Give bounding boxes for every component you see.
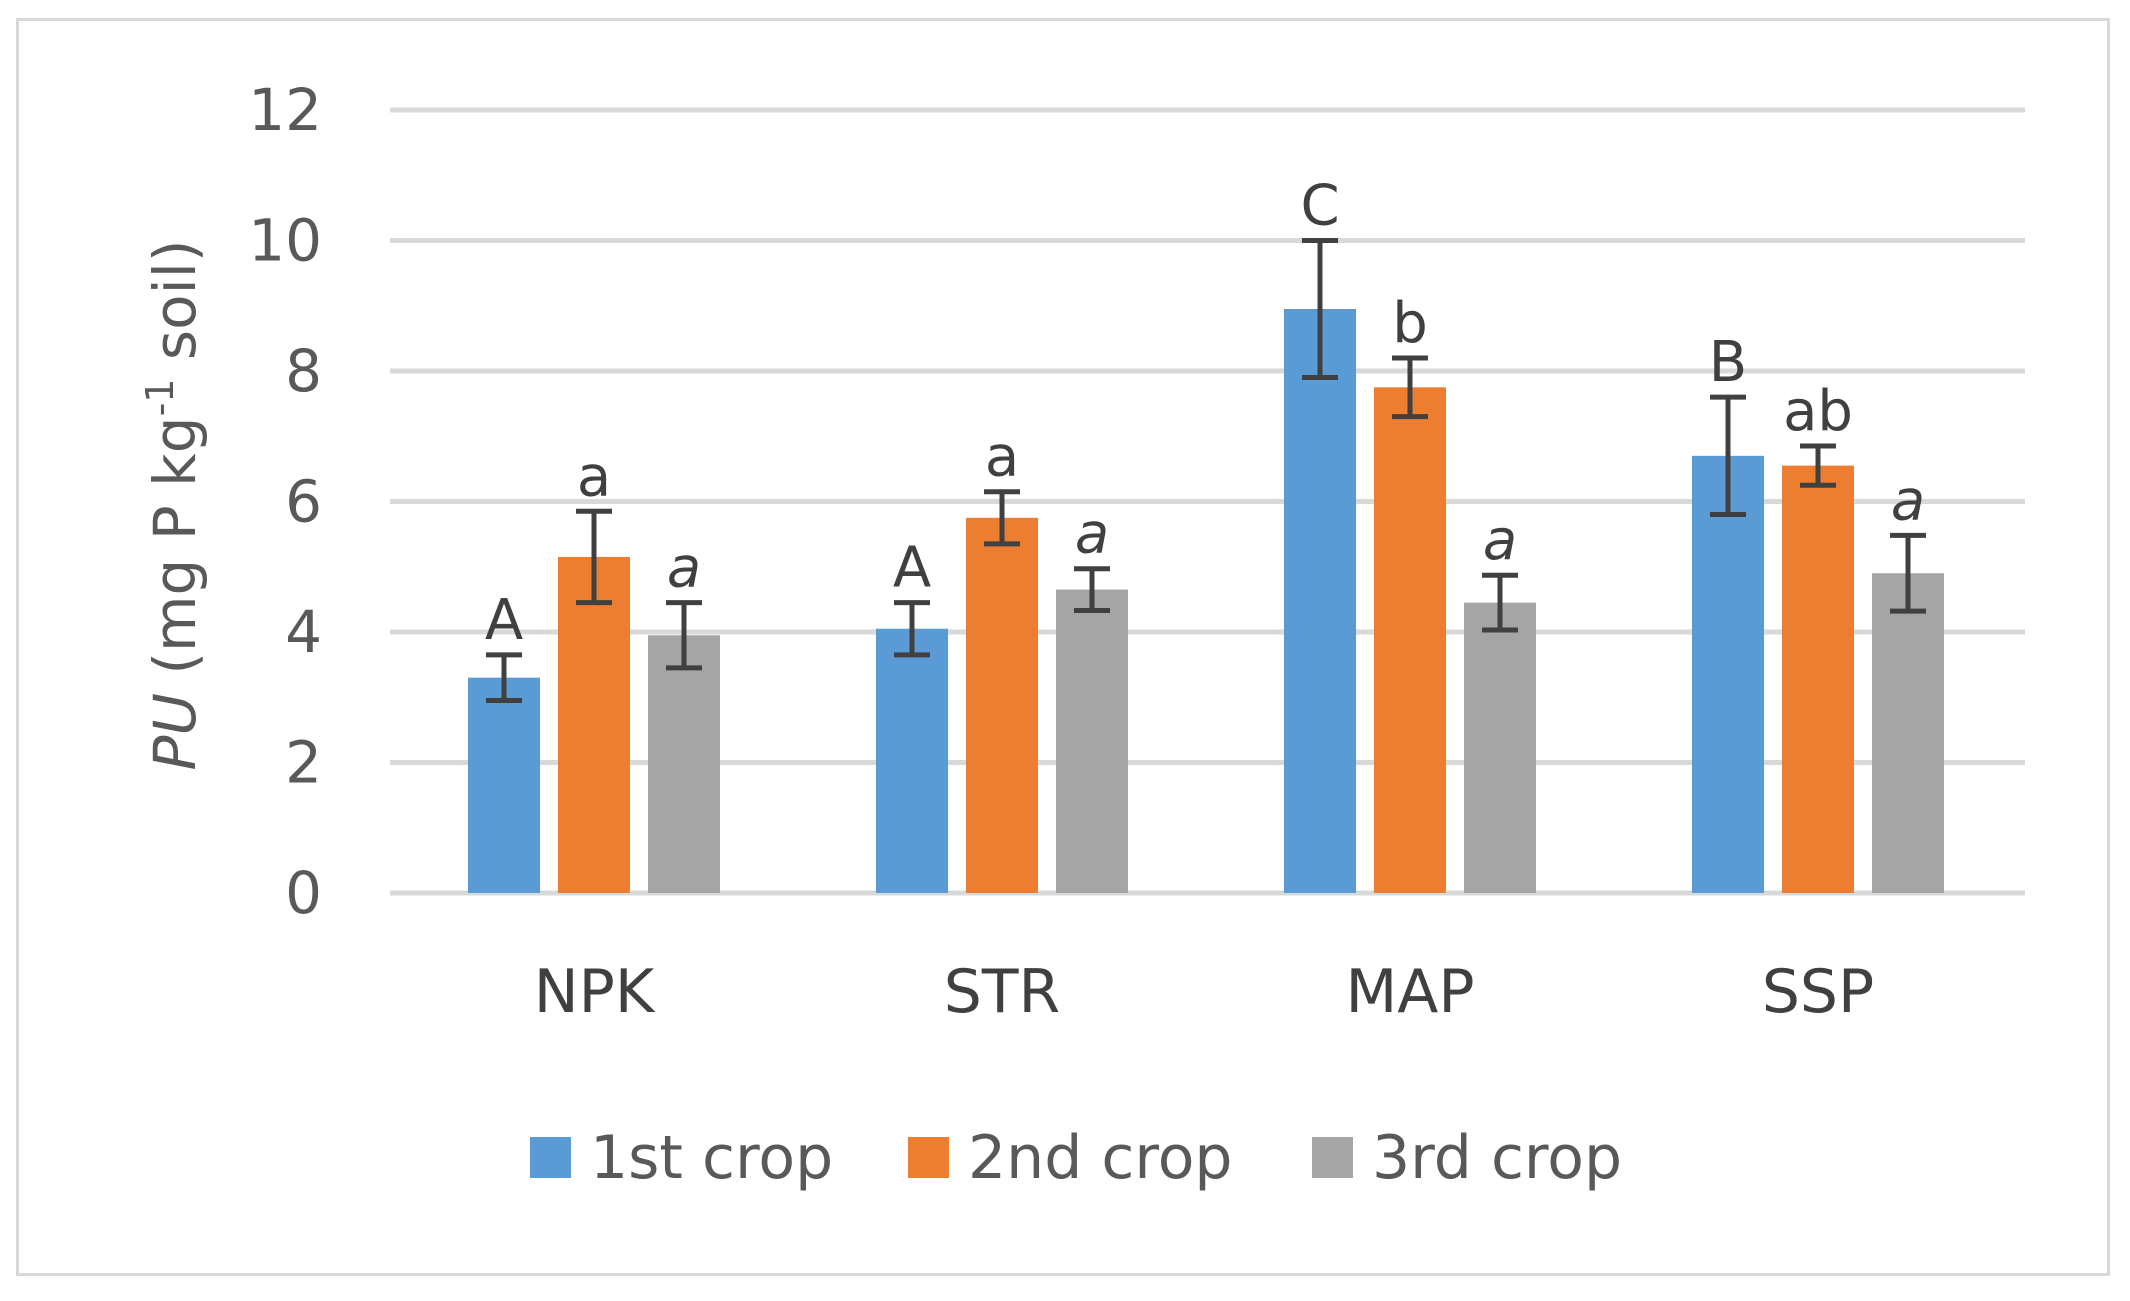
bar	[1374, 387, 1446, 893]
significance-label: a	[1483, 508, 1517, 573]
legend-label: 3rd crop	[1372, 1123, 1622, 1193]
y-tick-label: 8	[285, 337, 322, 405]
y-axis-title-superscript: -1	[138, 379, 182, 417]
legend-swatch	[908, 1137, 949, 1178]
bars	[468, 309, 1944, 893]
legend-swatch	[1312, 1137, 1353, 1178]
significance-label: C	[1300, 174, 1339, 239]
y-tick-label: 10	[248, 207, 322, 275]
y-axis-title-tail: soil)	[141, 240, 209, 379]
significance-label: a	[1891, 468, 1925, 533]
legend-label: 1st crop	[590, 1123, 833, 1193]
x-category-label: NPK	[534, 957, 656, 1027]
x-axis-categories: NPK STR MAP SSP	[534, 957, 1874, 1027]
y-axis-title-italic: PU	[141, 693, 209, 770]
bar	[1692, 455, 1764, 893]
significance-label: a	[667, 536, 701, 601]
bar	[966, 517, 1038, 893]
y-tick-label: 12	[248, 76, 322, 144]
bar	[1872, 573, 1944, 893]
significance-label: A	[893, 536, 931, 601]
bar	[648, 635, 720, 893]
x-category-label: SSP	[1762, 957, 1874, 1027]
significance-label: ab	[1783, 379, 1853, 444]
error-bars	[486, 238, 1926, 704]
y-axis-title-main: (mg P kg	[141, 416, 209, 693]
bar	[1056, 589, 1128, 893]
bar	[468, 677, 540, 893]
y-axis-ticks: 0 2 4 6 8 10 12	[248, 76, 322, 927]
bar	[558, 556, 630, 893]
legend-swatch	[530, 1137, 571, 1178]
bar	[1284, 309, 1356, 893]
significance-label: B	[1709, 330, 1747, 395]
gridlines	[390, 107, 2025, 896]
bar	[1782, 465, 1854, 893]
significance-label: a	[1075, 502, 1109, 567]
bar	[876, 628, 948, 893]
significance-label: a	[577, 444, 611, 509]
y-tick-label: 0	[285, 859, 322, 927]
significance-label: b	[1392, 291, 1428, 356]
y-tick-label: 4	[285, 598, 322, 666]
x-category-label: STR	[944, 957, 1060, 1027]
significance-label: a	[985, 425, 1019, 490]
legend-label: 2nd crop	[968, 1123, 1233, 1193]
y-axis-title: PU (mg P kg-1 soil)	[138, 240, 209, 771]
significance-label: A	[485, 588, 523, 653]
y-tick-label: 2	[285, 729, 322, 797]
y-tick-label: 6	[285, 468, 322, 536]
bar	[1464, 602, 1536, 893]
legend: 1st crop 2nd crop 3rd crop	[530, 1123, 1622, 1193]
x-category-label: MAP	[1346, 957, 1475, 1027]
